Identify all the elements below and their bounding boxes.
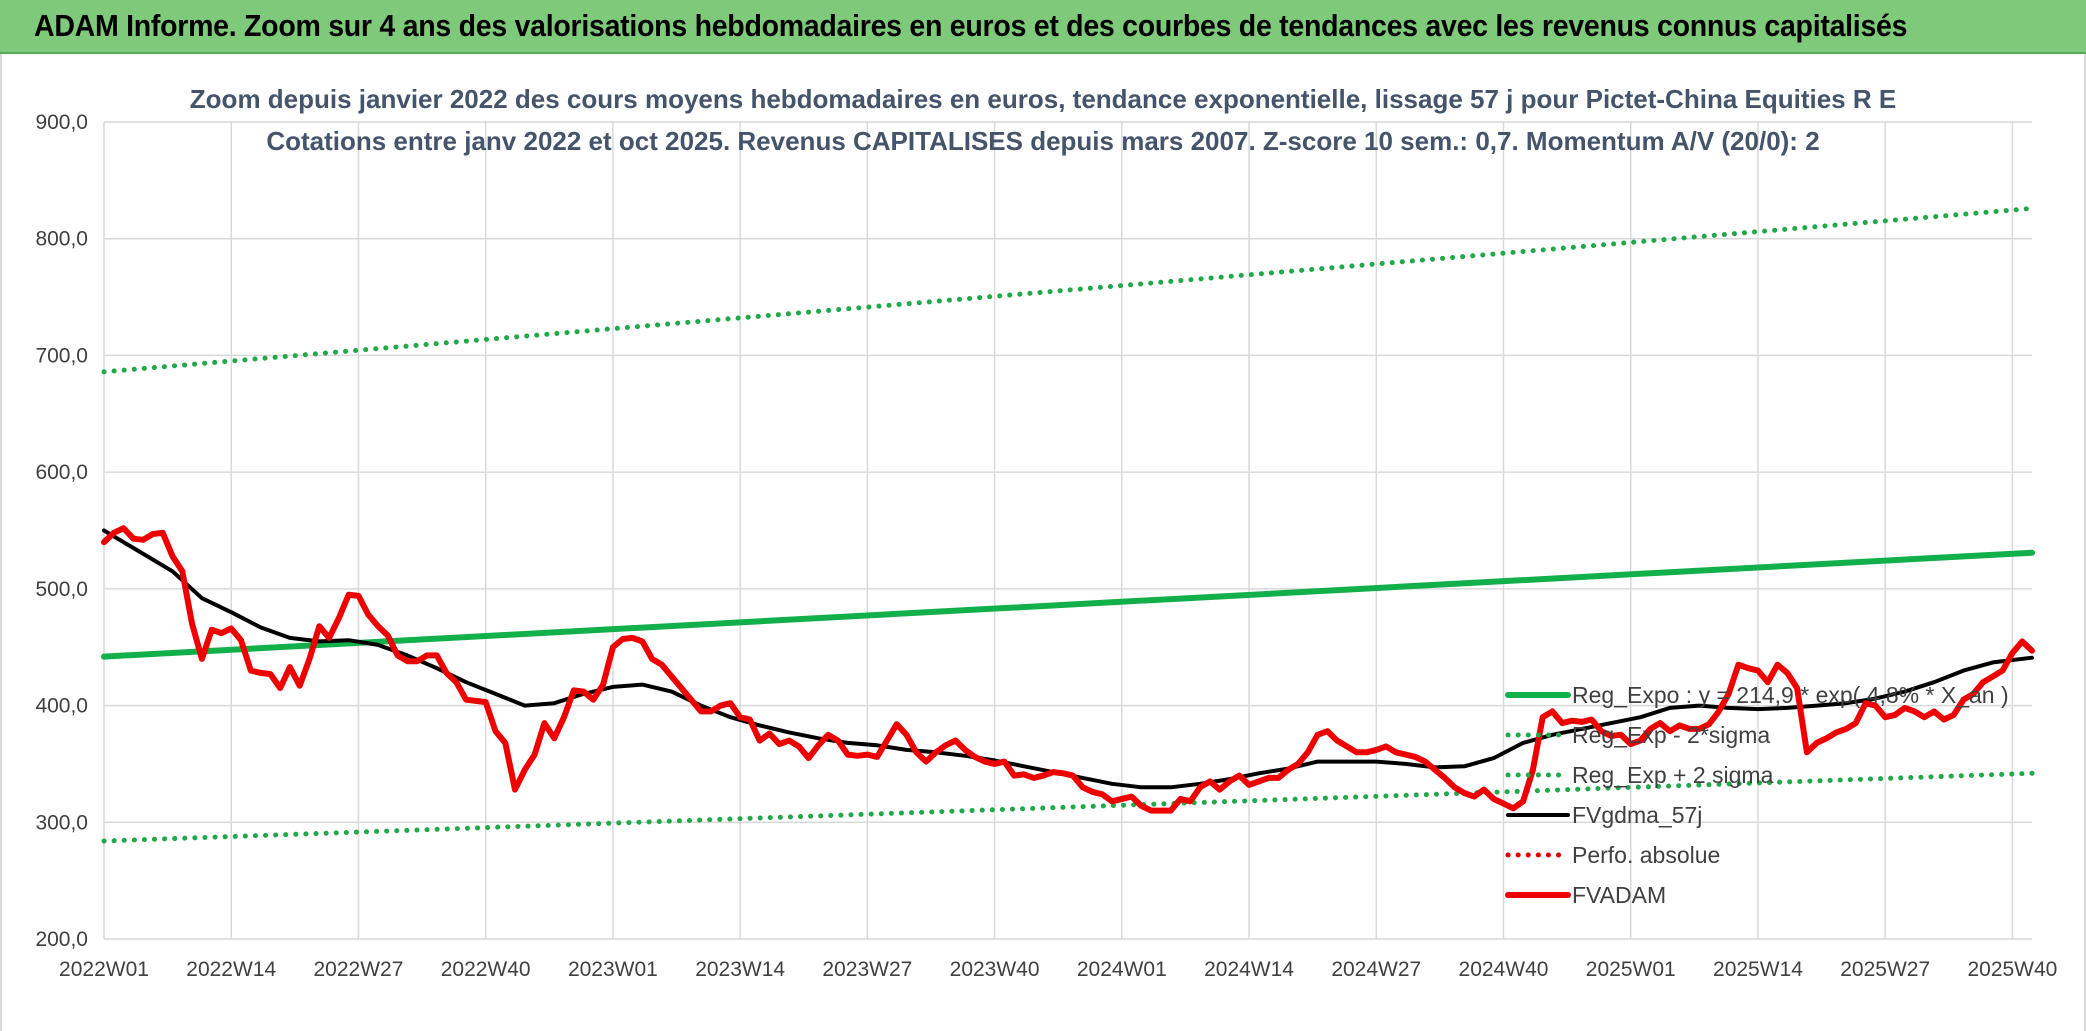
x-tick-label: 2025W27: [1840, 958, 1930, 981]
x-axis-tick-labels: 2022W01 2022W14 2022W27 2022W40 2023W01 2023W…: [59, 958, 2057, 981]
chart-grid: [103, 121, 2032, 940]
y-tick-label: 900,0: [35, 111, 88, 134]
y-tick-label: 700,0: [35, 344, 88, 367]
x-tick-label: 2025W40: [1967, 958, 2057, 981]
x-tick-label: 2022W01: [59, 958, 149, 981]
x-tick-label: 2023W14: [695, 958, 785, 981]
y-tick-label: 600,0: [35, 461, 88, 484]
x-tick-label: 2024W01: [1077, 958, 1167, 981]
report-banner: ADAM Informe. Zoom sur 4 ans des valoris…: [0, 0, 2086, 54]
x-tick-label: 2024W27: [1331, 958, 1421, 981]
x-tick-label: 2024W40: [1459, 958, 1549, 981]
legend-label: FVADAM: [1572, 882, 1666, 908]
legend-label: Reg_Exp + 2 sigma: [1572, 762, 1774, 788]
x-tick-label: 2025W01: [1586, 958, 1676, 981]
legend-label: Reg_Exp - 2*sigma: [1572, 722, 1770, 748]
chart-title-line-1: Zoom depuis janvier 2022 des cours moyen…: [189, 84, 1897, 114]
y-axis-tick-labels: 200,0 300,0 400,0 500,0 600,0 700,0 800,0 900,0: [35, 111, 88, 951]
legend-label: Perfo. absolue: [1572, 842, 1720, 868]
y-tick-label: 800,0: [35, 228, 88, 251]
y-tick-label: 400,0: [35, 695, 88, 718]
x-tick-label: 2022W27: [314, 958, 404, 981]
x-tick-label: 2024W14: [1204, 958, 1294, 981]
reg-expo-line: [101, 549, 2035, 660]
legend-label: FVgdma_57j: [1572, 802, 1702, 828]
reg-plus-2sigma-line: [101, 205, 2035, 375]
legend-label: Reg_Expo : y = 214,9 * exp( 4,8% * X_an …: [1572, 682, 2009, 708]
x-tick-label: 2022W14: [186, 958, 276, 981]
x-tick-label: 2022W40: [441, 958, 531, 981]
x-tick-label: 2023W27: [822, 958, 912, 981]
report-banner-title: ADAM Informe. Zoom sur 4 ans des valoris…: [34, 8, 1908, 43]
chart-series: [101, 205, 2035, 844]
chart-frame: [0, 54, 2086, 1031]
chart-legend: Reg_Expo : y = 214,9 * exp( 4,8% * X_an …: [1505, 682, 2009, 908]
reg-minus-2sigma-line: [101, 770, 2035, 844]
chart-title-line-2: Cotations entre janv 2022 et oct 2025. R…: [266, 126, 1820, 156]
fvadam-line: [101, 525, 2035, 814]
x-tick-label: 2023W01: [568, 958, 658, 981]
x-tick-label: 2023W40: [950, 958, 1040, 981]
x-tick-label: 2025W14: [1713, 958, 1803, 981]
y-tick-label: 300,0: [35, 811, 88, 834]
y-tick-label: 200,0: [35, 928, 88, 951]
y-tick-label: 500,0: [35, 578, 88, 601]
